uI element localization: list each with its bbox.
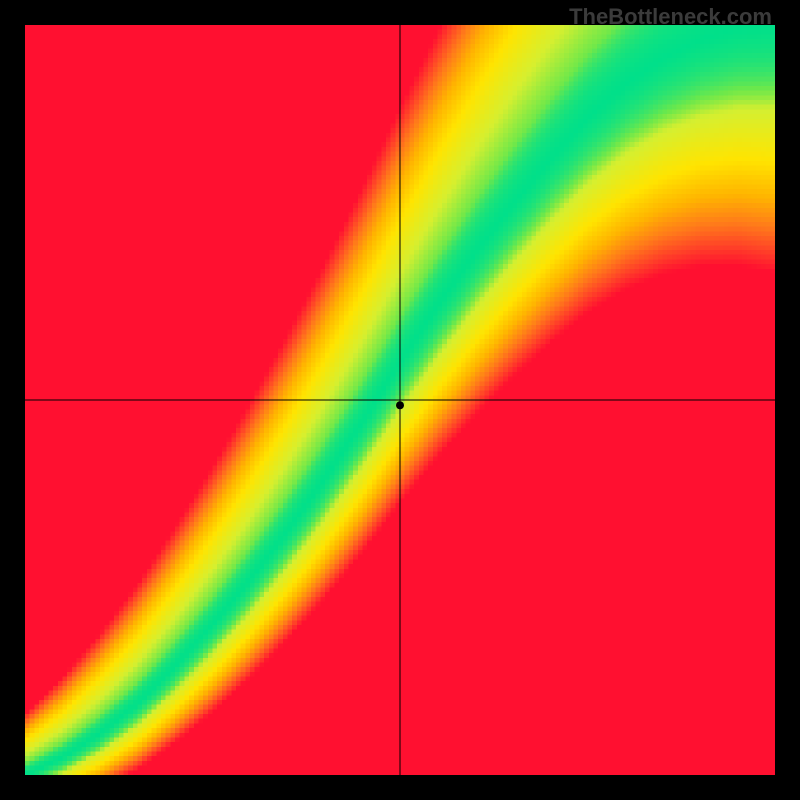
chart-container: TheBottleneck.com — [0, 0, 800, 800]
watermark-label: TheBottleneck.com — [569, 4, 772, 30]
bottleneck-heatmap — [25, 25, 775, 775]
